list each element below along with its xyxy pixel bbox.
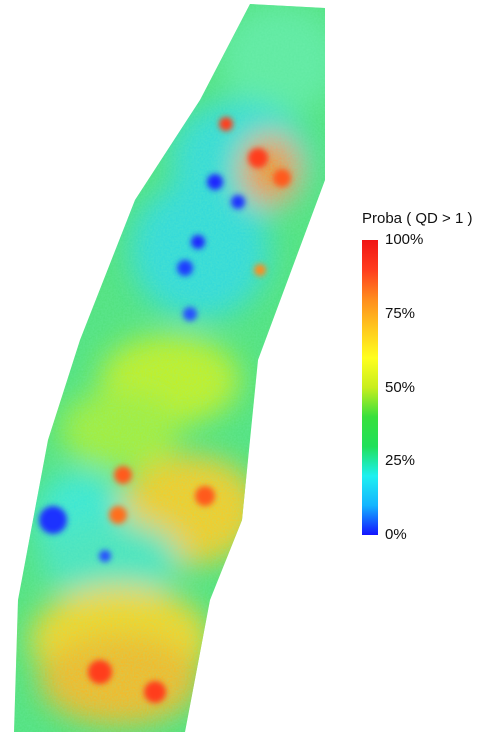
map-hotspot [273,169,291,187]
map-hotspot [248,148,268,168]
legend-tick-label: 100% [385,231,424,248]
map-hotspot [177,260,193,276]
map-hotspot [144,681,166,703]
map-hotspot [191,235,205,249]
map-hotspot [109,506,127,524]
map-hotspot [99,550,111,562]
legend-tick-label: 75% [385,304,416,322]
map-hotspot [39,506,67,534]
legend-color-bar [362,240,378,535]
map-hotspot [114,466,132,484]
legend-title: Proba ( QD > 1 ) [362,210,473,227]
legend-tick-label: 25% [385,452,416,470]
map-hotspot [231,195,245,209]
legend-tick-label: 0% [385,526,407,543]
map-hotspot [207,174,223,190]
legend-tick-label: 50% [385,378,416,396]
map-hotspots [39,117,291,703]
color-legend: Proba ( QD > 1 ) 100% 75% 50% 25% 0% [358,210,503,550]
map-hotspot [195,486,215,506]
map-hotspot [88,660,112,684]
map-hotspot [254,264,266,276]
map-hotspot [183,307,197,321]
map-hotspot [219,117,233,131]
